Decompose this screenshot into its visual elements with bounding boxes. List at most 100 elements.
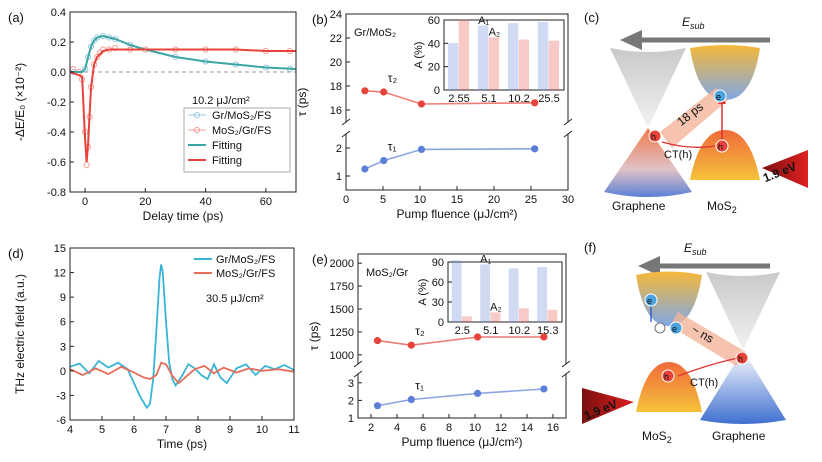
panel-e-xtick-label: 8 xyxy=(446,422,452,434)
panel-d-ytick-label: -6 xyxy=(56,415,66,427)
electron-interface-f xyxy=(669,321,683,335)
panel-b-inset-ytick-label: 40 xyxy=(428,38,440,50)
panel-a-ytick-label: -0.4 xyxy=(47,127,66,139)
graphene-cone-c xyxy=(604,48,692,197)
panel-a-ytick-label: -0.8 xyxy=(47,187,66,199)
panel-e-inset-bar-1 xyxy=(547,309,558,323)
panel-b-ylabel: τ (ps) xyxy=(295,88,309,117)
panel-b-inset-bar-1 xyxy=(548,40,560,91)
panel-e-xtick-label: 10 xyxy=(469,422,481,434)
panel-a-ytick-label: 0.4 xyxy=(51,7,66,19)
panel-e-break-mark xyxy=(561,370,571,378)
panel-e-point-0 xyxy=(540,333,548,341)
panel-e-point-0 xyxy=(407,341,415,349)
panel-a-xtick-label: 40 xyxy=(199,196,211,208)
panel-e-xtick-label: 12 xyxy=(495,422,507,434)
panel-e-series-label-1: τ₁ xyxy=(415,379,424,393)
material-graphene-c: Graphene xyxy=(612,199,666,213)
panel-d-ytick-label: 12 xyxy=(54,268,66,280)
panel-b-frame-upper xyxy=(345,13,569,122)
panel-a-fit-line-0 xyxy=(70,34,297,73)
panel-d-legend-label: MoS₂/Gr/FS xyxy=(216,268,275,280)
panel-e-inset-category: 5.1 xyxy=(483,325,498,337)
panel-b-inset-category: 5.1 xyxy=(481,93,496,105)
panel-d-xtick-label: 11 xyxy=(288,424,299,436)
panel-e-inset-bar-0 xyxy=(508,268,519,323)
panel-a-xlabel: Delay time (ps) xyxy=(143,209,224,223)
panel-d-xtick-label: 4 xyxy=(67,424,73,436)
panel-b-point-1 xyxy=(361,165,369,173)
panel-e-inset-bar-0 xyxy=(451,260,462,323)
svg-text:h: h xyxy=(738,354,743,364)
panel-e-ytick-label: 2000 xyxy=(330,258,354,270)
panel-e-break-mark xyxy=(561,360,571,368)
panel-e-point-0 xyxy=(373,337,382,345)
panel-a-xtick-label: 60 xyxy=(260,196,272,208)
panel-b-ytick-label: 24 xyxy=(330,9,342,21)
ct-arrow-c xyxy=(661,141,716,148)
panel-e-ytick-label: 1250 xyxy=(330,327,354,339)
panel-e-series-line-0 xyxy=(377,336,544,347)
panel-a: (a) 0 20 40 60 -0.8 -0.6 -0.4 -0.2 0.0 0.2 0.4 Delay… xyxy=(8,7,297,223)
panel-b-inset-bar-0 xyxy=(477,25,489,91)
hole-graphene-f xyxy=(735,351,749,365)
panel-b-inset-category: 10.2 xyxy=(508,93,529,105)
panel-e-xtick-label: 4 xyxy=(394,422,400,434)
panel-f-diagram: (f) Esub ~ ns e e CT(h) h h xyxy=(582,240,786,445)
panel-e-inset-series-label: A₁ xyxy=(480,254,491,266)
panel-a-legend-label: MoS₂/Gr/FS xyxy=(212,125,271,137)
panel-b-break-mark xyxy=(341,118,351,126)
panel-b-ytick-label: 1 xyxy=(336,171,342,183)
panel-e-break-mark xyxy=(353,360,363,368)
panel-b-inset-ytick-label: 60 xyxy=(428,15,440,27)
panel-e-inset-category: 2.5 xyxy=(455,325,470,337)
panel-b-inset-ytick-label: 20 xyxy=(428,62,440,74)
hole-mos2-c xyxy=(715,139,729,153)
panel-d-legend-label: Gr/MoS₂/FS xyxy=(216,254,275,266)
panel-b-inset-series-label: A₁ xyxy=(478,15,489,27)
panel-b-ytick-label: 18 xyxy=(330,81,342,93)
panel-e-xlabel: Pump fluence (μJ/cm²) xyxy=(402,435,523,449)
panel-b-point-0 xyxy=(380,88,388,96)
panel-b-point-0 xyxy=(531,99,539,107)
panel-b-ytick-label: 16 xyxy=(330,105,342,117)
panel-b-label: (b) xyxy=(312,12,328,27)
electron-c xyxy=(713,89,727,103)
panel-e-xtick-label: 2 xyxy=(368,422,374,434)
panel-b-inset-bar-1 xyxy=(518,39,530,91)
panel-b-point-1 xyxy=(417,145,426,153)
panel-a-annotation: 10.2 μJ/cm² xyxy=(192,95,250,107)
esub-label-c: Esub xyxy=(682,15,705,31)
panel-b-break-mark xyxy=(563,130,573,138)
panel-a-legend-label: Gr/MoS₂/FS xyxy=(212,110,271,122)
electron-mos2-f xyxy=(644,293,658,307)
graphene-cone-f xyxy=(700,272,786,424)
panel-e-point-0 xyxy=(474,333,482,341)
panel-b-xtick-label: 0 xyxy=(343,194,349,206)
panel-d-ytick-label: 15 xyxy=(54,243,66,255)
panel-a-xtick-label: 0 xyxy=(82,196,88,208)
panel-b-inset-frame xyxy=(443,19,565,91)
panel-b-point-0 xyxy=(417,100,426,108)
photon-c: 1.9 eV xyxy=(761,150,808,188)
panel-a-ytick-label: -0.6 xyxy=(47,157,66,169)
panel-c-label: (c) xyxy=(584,10,599,25)
panel-e-ytick-label: 1 xyxy=(348,413,354,425)
panel-d-xtick-label: 10 xyxy=(256,424,268,436)
panel-e-point-1 xyxy=(474,389,482,397)
panel-b-ytick-label: 20 xyxy=(330,57,342,69)
panel-e-ylabel: τ (ps) xyxy=(307,322,321,351)
panel-d-series-line-0 xyxy=(69,264,295,410)
panel-b-xtick-label: 15 xyxy=(451,194,463,206)
ct-arrow-f xyxy=(677,357,739,377)
panel-a-legend-marker xyxy=(193,126,201,134)
empty-state-f xyxy=(654,322,666,334)
material-mos2-c: MoS2 xyxy=(707,199,737,215)
panel-b-series-label-1: τ₁ xyxy=(388,140,397,154)
panel-a-ytick-label: 0.0 xyxy=(51,67,66,79)
panel-b-inset-bar-1 xyxy=(458,19,470,91)
panel-e-inset-bar-1 xyxy=(490,312,501,323)
panel-e-inset-ytick-label: 30 xyxy=(432,297,444,309)
panel-b-point-1 xyxy=(531,145,539,153)
panel-a-ytick-label: -0.2 xyxy=(47,97,66,109)
